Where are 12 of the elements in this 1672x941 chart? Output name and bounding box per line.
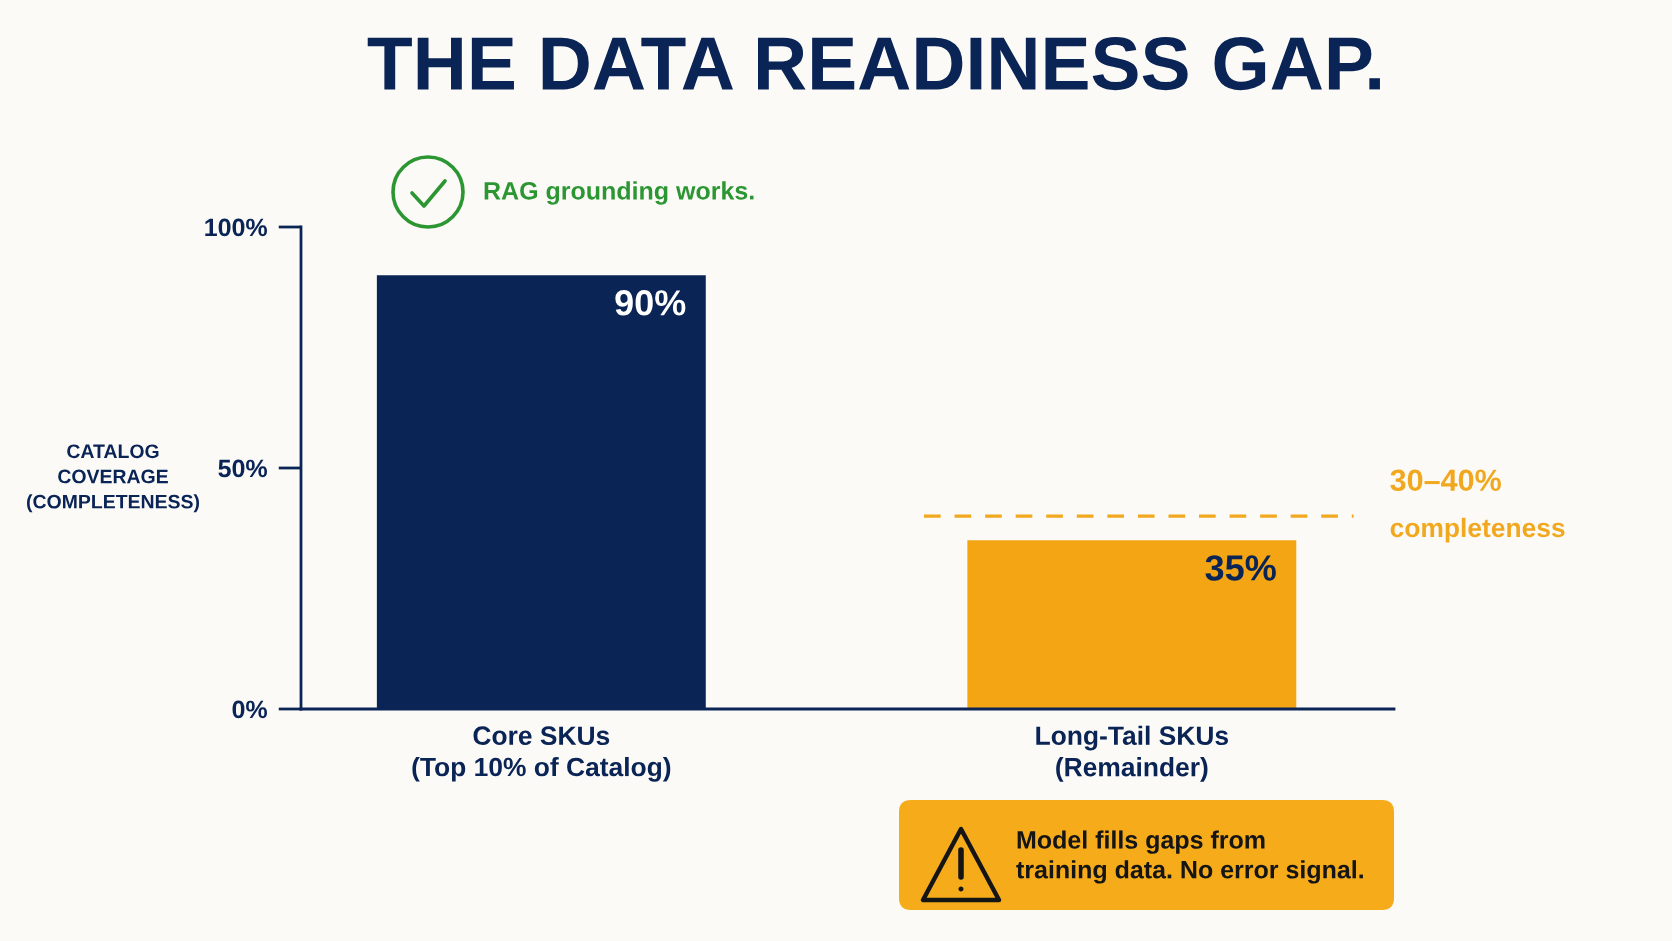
y-tick-label: 100% xyxy=(205,218,268,237)
x-tick-label: Core SKUs (Top 10% of Catalog) xyxy=(412,726,671,782)
chart-title: THE DATA READINESS GAP. xyxy=(367,37,1380,91)
data-label: 90% xyxy=(615,290,686,316)
text: RAG grounding works. xyxy=(484,181,754,205)
ref-line-label: 30–40% completeness xyxy=(1390,469,1565,543)
data-label: 35% xyxy=(1205,555,1276,581)
x-tick-label: Long-Tail SKUs (Remainder) xyxy=(1036,725,1228,782)
y-tick-label: 0% xyxy=(232,700,268,719)
text: Model fills gaps from training data. No error signal. xyxy=(1016,830,1363,884)
y-tick-label: 50% xyxy=(218,459,268,478)
y-axis-title: CATALOG COVERAGE (COMPLETENESS) xyxy=(27,444,199,513)
